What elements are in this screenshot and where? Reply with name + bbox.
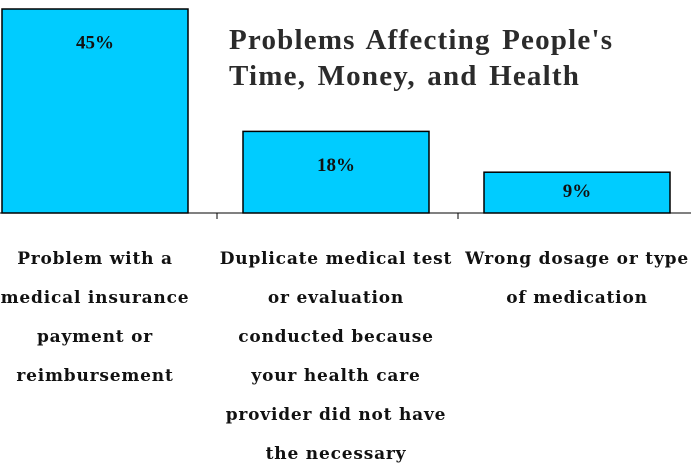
chart-title: Problems Affecting People's Time, Money,… — [229, 24, 614, 92]
value-label: 18% — [317, 155, 355, 176]
bar — [483, 171, 671, 214]
x-tick-label: Wrong dosage or type of medication — [465, 249, 689, 308]
bar — [242, 130, 430, 214]
value-label: 45% — [76, 32, 114, 53]
x-tick-label: Duplicate medical test or evaluation con… — [219, 249, 453, 464]
value-label: 9% — [563, 181, 592, 202]
x-tick-label: Problem with a medical insurance payment… — [0, 249, 190, 386]
bar — [1, 8, 189, 214]
